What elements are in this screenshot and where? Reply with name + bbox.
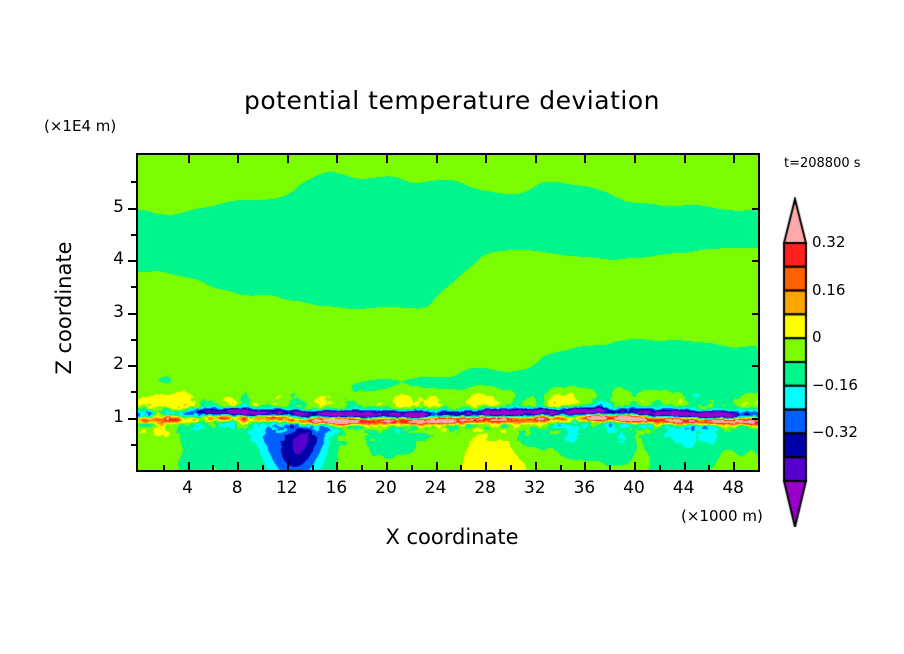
y-tick xyxy=(128,365,136,367)
x-tick-top xyxy=(634,155,636,163)
x-tick-top xyxy=(237,155,240,163)
x-tick xyxy=(485,462,488,470)
colorbar-tick-label: 0.32 xyxy=(812,233,846,251)
contour-plot-area xyxy=(136,153,760,472)
colorbar-tick-label: 0.16 xyxy=(812,280,846,299)
x-tick xyxy=(584,462,587,470)
x-minor-tick xyxy=(162,465,165,470)
colorbar-tick-label: −0.32 xyxy=(812,423,858,442)
y-tick xyxy=(128,417,136,420)
y-minor-tick xyxy=(131,181,136,184)
x-tick-top xyxy=(534,155,537,163)
x-tick xyxy=(435,462,438,470)
x-tick-top xyxy=(435,155,438,163)
y-tick-label: 1 xyxy=(113,406,124,427)
y-tick-label: 5 xyxy=(113,196,124,217)
colorbar-tick-label: −0.16 xyxy=(812,375,858,394)
chart-title: potential temperature deviation xyxy=(244,86,660,115)
x-tick xyxy=(733,462,736,470)
y-tick-label: 3 xyxy=(113,301,124,322)
x-tick-label: 32 xyxy=(523,478,546,498)
y-tick-right xyxy=(752,312,760,315)
x-axis-unit-label: (×1000 m) xyxy=(681,507,763,525)
x-tick-label: 28 xyxy=(474,478,496,498)
contour-field xyxy=(138,155,758,470)
timestamp-annotation: t=208800 s xyxy=(784,156,861,171)
x-tick xyxy=(237,462,240,470)
x-minor-tick xyxy=(758,465,760,470)
x-minor-tick xyxy=(559,465,562,470)
x-tick-top xyxy=(683,155,686,163)
y-minor-tick xyxy=(131,338,136,341)
x-tick-label: 44 xyxy=(672,478,695,498)
y-tick-label: 2 xyxy=(113,354,124,374)
x-tick-label: 40 xyxy=(623,478,645,498)
x-tick xyxy=(683,462,686,470)
x-tick xyxy=(534,462,537,470)
x-tick xyxy=(336,462,339,470)
x-axis-label: X coordinate xyxy=(385,525,519,549)
y-tick-label: 4 xyxy=(113,249,124,269)
y-tick-right xyxy=(752,365,760,367)
colorbar-tick-label: 0 xyxy=(812,328,822,347)
y-tick-right xyxy=(752,207,760,210)
x-minor-tick xyxy=(510,465,512,470)
x-tick-top xyxy=(187,155,190,163)
x-tick-label: 16 xyxy=(325,478,348,498)
x-tick-label: 36 xyxy=(573,478,596,498)
x-tick-label: 8 xyxy=(231,478,243,498)
x-tick-top xyxy=(386,155,388,163)
x-tick-label: 20 xyxy=(375,478,397,498)
x-tick xyxy=(634,462,636,470)
colorbar xyxy=(778,197,826,527)
y-tick-right xyxy=(752,417,760,420)
x-tick-top xyxy=(733,155,736,163)
x-tick-label: 48 xyxy=(722,478,744,498)
x-tick-label: 24 xyxy=(424,478,447,498)
y-minor-tick xyxy=(131,233,136,236)
y-axis-label: Z coordinate xyxy=(52,241,76,375)
x-minor-tick xyxy=(708,465,711,470)
x-minor-tick xyxy=(609,465,612,470)
x-tick-label: 12 xyxy=(275,478,298,498)
y-tick xyxy=(128,207,136,210)
y-tick xyxy=(128,260,136,262)
x-minor-tick xyxy=(361,465,364,470)
x-tick xyxy=(187,462,190,470)
y-minor-tick xyxy=(131,443,136,446)
y-axis-unit-label: (×1E4 m) xyxy=(44,117,117,135)
x-minor-tick xyxy=(410,465,413,470)
y-tick-right xyxy=(752,260,760,262)
x-tick-top xyxy=(336,155,339,163)
x-minor-tick xyxy=(658,465,661,470)
y-tick xyxy=(128,312,136,315)
x-tick xyxy=(286,462,289,470)
x-tick-top xyxy=(485,155,488,163)
x-minor-tick xyxy=(212,465,215,470)
x-tick-label: 4 xyxy=(182,478,193,498)
y-minor-tick xyxy=(131,391,136,394)
x-tick xyxy=(386,462,388,470)
x-minor-tick xyxy=(311,465,314,470)
x-tick-top xyxy=(286,155,289,163)
x-minor-tick xyxy=(262,465,264,470)
y-minor-tick xyxy=(131,286,136,289)
x-minor-tick xyxy=(460,465,463,470)
x-tick-top xyxy=(584,155,587,163)
